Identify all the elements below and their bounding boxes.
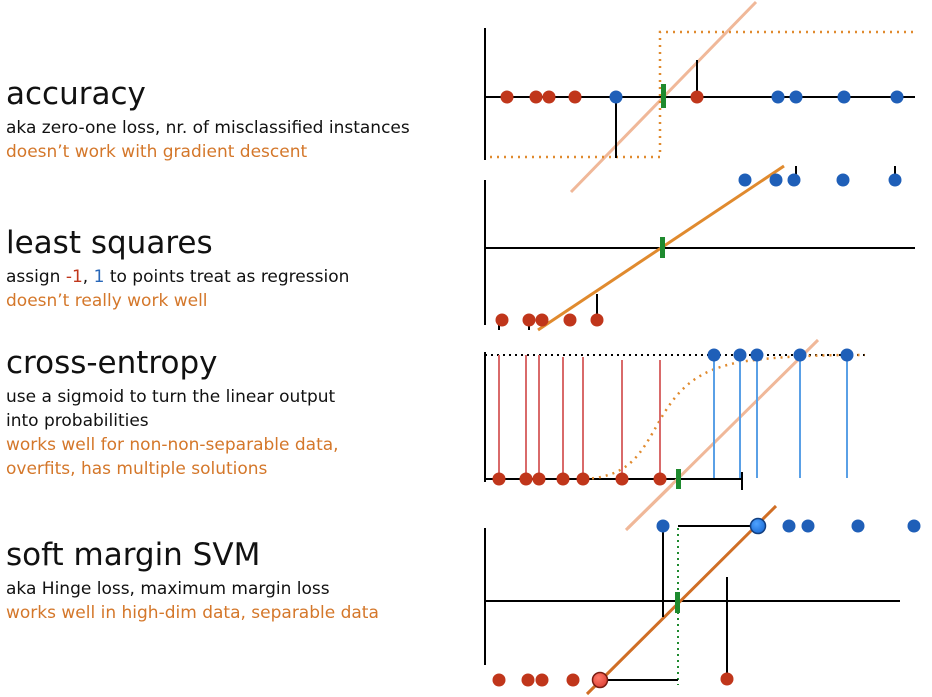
red-point-icon <box>653 472 667 486</box>
blue-point-icon <box>750 348 764 362</box>
red-point-icon <box>563 313 577 327</box>
blue-point-icon <box>793 348 807 362</box>
red-point-icon <box>556 472 570 486</box>
desc-suffix: to points treat as regression <box>104 267 350 287</box>
svm-decision-line <box>585 504 778 696</box>
decision-boundary-icon <box>661 84 666 108</box>
svm-diagram <box>484 483 921 696</box>
blue-point-icon <box>836 173 850 187</box>
section-note-line1: works well for non-non-separable data, <box>6 435 339 455</box>
blue-point-icon <box>890 90 904 104</box>
decision-boundary-icon <box>675 592 680 613</box>
red-point-icon <box>532 472 546 486</box>
section-description-line1: use a sigmoid to turn the linear output <box>6 387 336 407</box>
section-description-line2: into probabilities <box>6 411 149 431</box>
section-title: cross-entropy <box>6 345 218 381</box>
red-point-icon <box>535 673 549 687</box>
model-line-extension <box>626 483 674 530</box>
red-point-icon <box>495 313 509 327</box>
sigmoid-curve <box>584 353 866 481</box>
blue-point-icon <box>837 90 851 104</box>
step-function <box>490 30 915 159</box>
blue-point-icon <box>733 348 747 362</box>
blue-point-icon <box>707 348 721 362</box>
section-description: assign -1, 1 to points treat as regressi… <box>6 265 349 289</box>
desc-positive-label: 1 <box>93 267 105 287</box>
red-point-icon <box>590 313 604 327</box>
section-least-squares: least squares assign -1, 1 to points tre… <box>6 225 349 313</box>
red-point-icon <box>522 313 536 327</box>
desc-negative-label: -1 <box>65 267 83 287</box>
red-point-icon <box>542 90 556 104</box>
blue-point-icon <box>888 173 902 187</box>
least-squares-diagram <box>484 164 915 332</box>
blue-point-icon <box>840 348 854 362</box>
decision-boundary-icon <box>660 237 665 258</box>
red-point-icon <box>576 472 590 486</box>
red-point-icon <box>615 472 629 486</box>
red-point-icon <box>521 673 535 687</box>
red-point-icon <box>500 90 514 104</box>
section-accuracy: accuracy aka zero-one loss, nr. of miscl… <box>6 76 410 164</box>
red-point-icon <box>492 472 506 486</box>
blue-point-icon <box>656 519 670 533</box>
red-point-icon <box>720 672 734 686</box>
red-point-icon <box>690 90 704 104</box>
desc-separator: , <box>82 267 94 287</box>
section-title: accuracy <box>6 76 146 112</box>
blue-point-icon <box>907 519 921 533</box>
blue-point-icon <box>787 173 801 187</box>
red-point-icon <box>519 472 533 486</box>
section-note-line2: overfits, has multiple solutions <box>6 459 268 479</box>
red-point-icon <box>566 673 580 687</box>
section-note: doesn’t really work well <box>6 291 208 311</box>
section-description: aka Hinge loss, maximum margin loss <box>6 579 330 599</box>
blue-point-icon <box>769 173 783 187</box>
support-vector-blue-icon <box>749 517 767 535</box>
red-point-icon <box>535 313 549 327</box>
section-svm: soft margin SVM aka Hinge loss, maximum … <box>6 537 379 625</box>
blue-point-icon <box>782 519 796 533</box>
blue-point-icon <box>771 90 785 104</box>
accuracy-diagram <box>484 0 915 194</box>
section-note: works well in high-dim data, separable d… <box>6 603 379 623</box>
red-point-icon <box>568 90 582 104</box>
blue-point-icon <box>738 173 752 187</box>
red-point-icon <box>529 90 543 104</box>
cross-entropy-diagram <box>484 338 866 532</box>
section-title: least squares <box>6 225 213 261</box>
blue-point-icon <box>851 519 865 533</box>
blue-point-icon <box>609 90 623 104</box>
section-cross-entropy: cross-entropy use a sigmoid to turn the … <box>6 345 339 481</box>
section-title: soft margin SVM <box>6 537 261 573</box>
section-description: aka zero-one loss, nr. of misclassified … <box>6 118 410 138</box>
decision-boundary-icon <box>676 469 681 489</box>
blue-point-icon <box>801 519 815 533</box>
desc-prefix: assign <box>6 267 66 287</box>
blue-point-icon <box>789 90 803 104</box>
support-vector-red-icon <box>591 671 609 689</box>
red-point-icon <box>492 673 506 687</box>
section-note: doesn’t work with gradient descent <box>6 142 308 162</box>
